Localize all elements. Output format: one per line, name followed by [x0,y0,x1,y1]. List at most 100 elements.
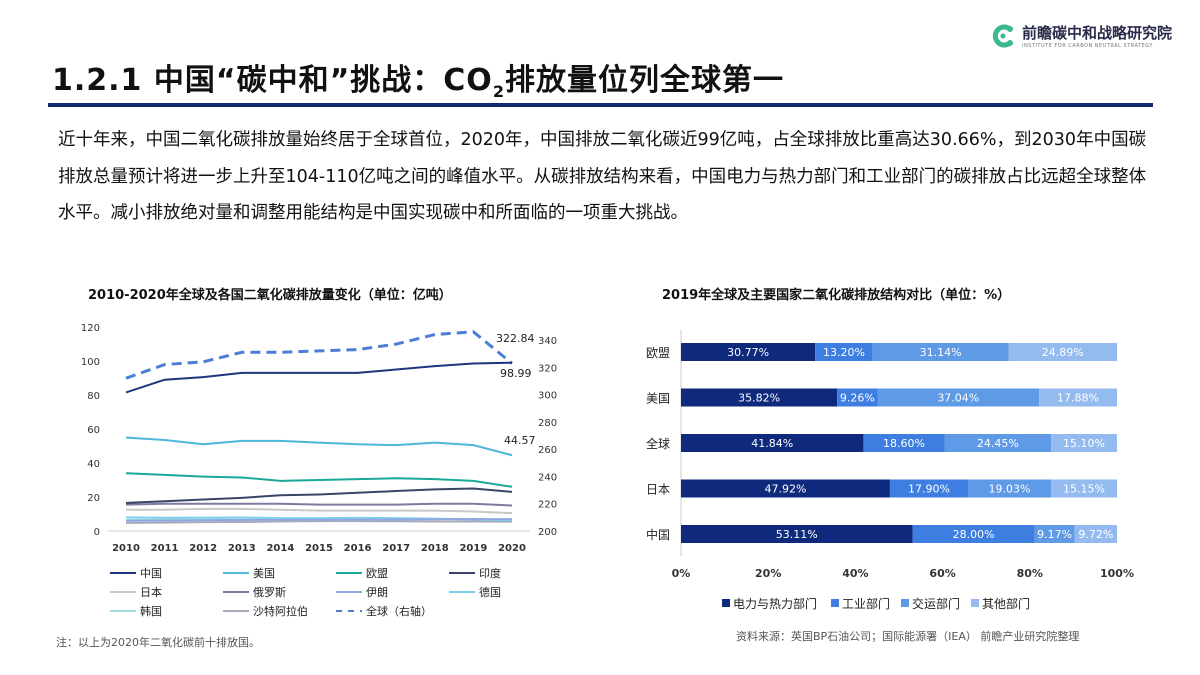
x-tick-label: 2014 [266,543,294,554]
legend-swatch [831,599,839,607]
bar-data-label: 41.84% [751,437,793,450]
x-tick-label: 2019 [459,543,487,554]
legend-label: 中国 [140,567,162,580]
data-label-us: 44.57 [504,434,536,447]
bar-segment [912,525,1035,543]
bar-data-label: 9.72% [1078,528,1113,541]
legend-label: 韩国 [140,604,162,618]
y-tick-label: 80 [87,391,100,402]
bar-segment [1051,434,1117,452]
bar-data-label: 30.77% [727,346,769,359]
footnote: 注：以上为2020年二氧化碳前十排放国。 [56,636,260,649]
bar-chart-title: 2019年全球及主要国家二氧化碳排放结构对比（单位：%） [662,288,1011,303]
bar-segment [889,479,968,498]
page-title: 1.2.1 中国“碳中和”挑战：CO2排放量位列全球第一 [52,63,784,101]
bar-segment [681,388,838,407]
source-note: 资料来源：英国BP石油公司；国际能源署（IEA） 前瞻产业研究院整理 [736,630,1080,643]
bar-segment [1039,388,1117,407]
x-tick-label: 2018 [421,543,449,554]
x-tick-label: 2012 [189,543,217,554]
x-tick-label: 60% [929,567,955,580]
category-label: 中国 [646,527,670,542]
legend-label: 德国 [479,585,501,599]
line-chart-title: 2010-2020年全球及各国二氧化碳排放量变化（单位：亿吨） [88,288,452,303]
series-line [125,472,513,488]
data-label-china: 98.99 [500,367,532,380]
bar-segment [877,388,1040,407]
bar-data-label: 19.03% [988,483,1030,496]
series-line [125,518,512,522]
x-tick-label: 2020 [498,543,526,554]
y2-tick-label: 340 [538,336,557,347]
y-tick-label: 20 [87,493,100,504]
legend-label: 工业部门 [842,596,890,611]
legend-label: 全球（右轴） [366,604,432,618]
bar-segment [681,343,816,361]
x-tick-label: 2011 [151,543,179,554]
legend-label: 俄罗斯 [253,586,286,599]
y2-tick-label: 320 [538,363,557,374]
x-tick-label: 2016 [344,543,372,554]
legend-label: 电力与热力部门 [733,596,817,611]
logo-icon [992,24,1013,47]
x-tick-label: 0% [672,567,691,580]
bar-segment [815,343,873,361]
y2-tick-label: 240 [538,472,557,483]
bar-data-label: 9.26% [840,392,875,405]
y2-tick-label: 220 [538,500,557,511]
legend-label: 伊朗 [366,586,388,599]
data-label-global: 322.84 [496,332,535,345]
y-tick-label: 0 [94,527,100,538]
bar-segment [1050,479,1117,498]
logo-subtext: INSTITUTE FOR CARBON NEUTRAL STRATEGY [1022,43,1153,49]
series-line [125,520,513,524]
x-tick-label: 2017 [382,543,410,554]
bar-segment [944,434,1052,452]
series-line [125,361,513,394]
series-line [125,330,513,380]
bar-data-label: 47.92% [764,483,806,496]
bar-data-label: 37.04% [937,392,979,405]
intro-paragraph: 近十年来，中国二氧化碳排放量始终居于全球首位，2020年，中国排放二氧化碳近99… [58,130,1147,223]
bar-segment [1008,343,1117,361]
category-label: 日本 [646,483,670,497]
bar-data-label: 18.60% [883,437,925,450]
legend-label: 交运部门 [912,596,960,611]
y-tick-label: 40 [87,459,100,470]
x-tick-label: 2015 [305,543,333,554]
bar-segment [863,434,945,452]
bar-data-label: 15.10% [1063,437,1105,450]
title-divider [48,103,1153,107]
bar-segment [681,525,913,543]
x-tick-label: 2010 [112,543,140,554]
series-line [125,502,513,507]
bar-data-label: 53.11% [776,528,818,541]
legend-label: 印度 [479,566,501,580]
category-label: 美国 [646,392,670,406]
legend-label: 欧盟 [366,567,388,580]
series-line [126,507,513,515]
bar-data-label: 17.88% [1057,392,1099,405]
logo-text: 前瞻碳中和战略研究院 [1022,24,1173,42]
bar-data-label: 9.17% [1037,528,1072,541]
bar-segment [681,434,864,452]
y-tick-label: 100 [81,357,100,368]
bar-data-label: 17.90% [908,483,950,496]
bar-data-label: 28.00% [953,528,995,541]
bar-data-label: 31.14% [920,346,962,359]
y2-tick-label: 280 [538,418,557,429]
x-tick-label: 2013 [228,543,256,554]
series-line [125,487,513,504]
legend-swatch [901,599,909,607]
x-tick-label: 40% [842,567,868,580]
bar-segment [837,388,878,407]
category-label: 欧盟 [646,346,670,360]
bar-segment [872,343,1009,361]
series-line [125,436,513,457]
bar-data-label: 35.82% [738,392,780,405]
bar-segment [1034,525,1075,543]
bar-data-label: 15.15% [1063,483,1105,496]
y2-tick-label: 200 [538,527,557,538]
legend-swatch [971,599,979,607]
